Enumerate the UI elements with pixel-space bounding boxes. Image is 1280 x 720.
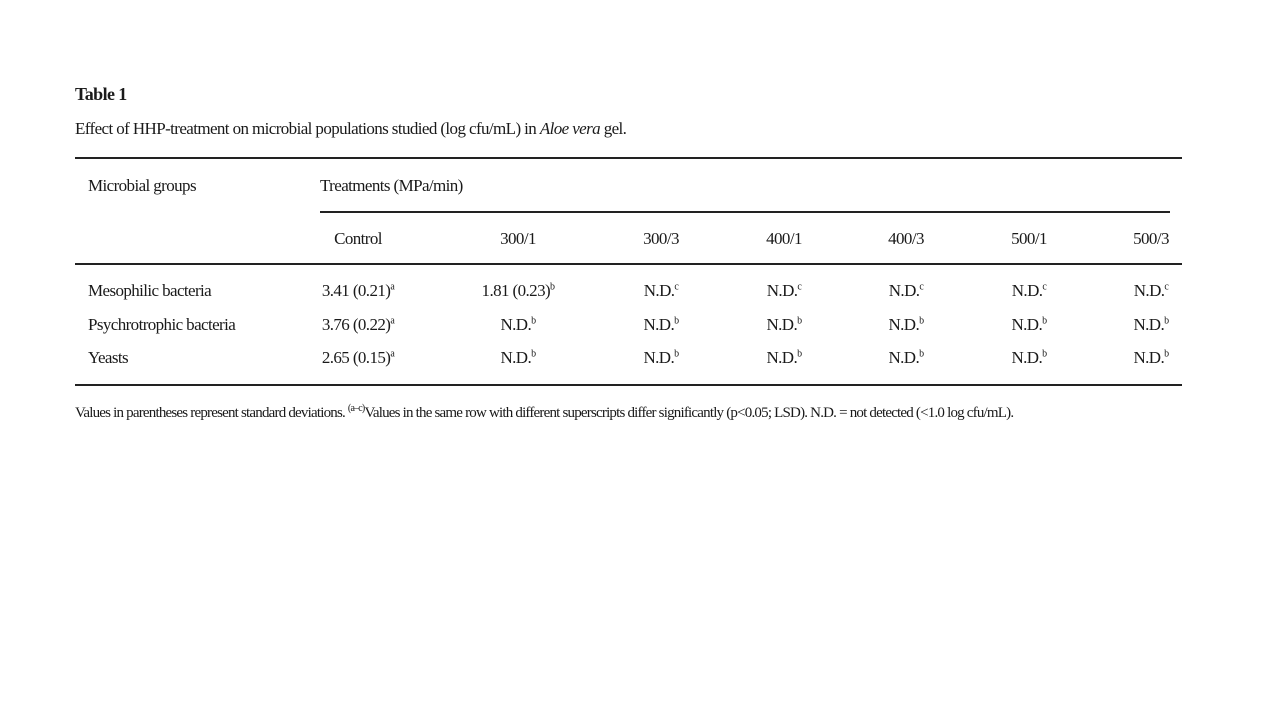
footnote: Values in parentheses represent standard… [75,403,1014,423]
cell-value: N.D. [888,281,920,300]
row-label: Yeasts [88,348,129,367]
cell: N.D.b [766,348,802,368]
header-rule [75,263,1182,265]
cell-sup: a [390,348,395,360]
cell: N.D.c [1134,281,1169,301]
bottom-rule [75,384,1182,386]
cell-sup: b [674,348,679,360]
caption: Effect of HHP-treatment on microbial pop… [75,119,627,139]
cell: 2.65 (0.15)a [321,348,395,368]
cell: N.D.b [1011,315,1047,335]
cell-sup: b [674,315,679,327]
cell: N.D.b [1011,348,1047,368]
cell: N.D.c [889,281,924,301]
cell-value: N.D. [1011,348,1043,367]
cell-value: 3.41 (0.21) [321,281,391,300]
cell-value: N.D. [766,348,798,367]
cell-value: 3.76 (0.22) [321,315,391,334]
cell-value: N.D. [1133,348,1165,367]
cell-value: N.D. [500,348,532,367]
cell: N.D.b [500,348,536,368]
cell-sup: c [797,281,802,293]
caption-text: gel. [600,119,627,138]
cell-sup: a [390,315,395,327]
cell-value: N.D. [643,315,675,334]
footnote-text: Values in parentheses represent standard… [75,405,348,421]
caption-italic: Aloe vera [539,119,601,138]
row-label: Psychrotrophic bacteria [88,315,236,334]
cell-sup: b [1042,348,1047,360]
cell-value: N.D. [888,348,920,367]
cell-value: N.D. [888,315,920,334]
cell-value: N.D. [1133,281,1165,300]
cell-value: N.D. [500,315,532,334]
top-rule [75,157,1182,159]
cell-sup: b [550,281,555,293]
cell-sup: b [1164,348,1169,360]
cell-sup: c [1042,281,1047,293]
cell: N.D.c [1012,281,1047,301]
column-header: 500/1 [1011,229,1047,248]
cell: 1.81 (0.23)b [481,281,556,301]
column-header: 400/3 [888,229,924,248]
cell-sup: b [1164,315,1169,327]
cell-sup: c [674,281,679,293]
column-header: 400/1 [766,229,802,248]
cell-sup: b [531,348,536,360]
cell-value: N.D. [643,281,675,300]
cell-value: N.D. [643,348,675,367]
cell-value: N.D. [766,315,798,334]
group-header: Treatments (MPa/min) [320,176,463,195]
cell-sup: b [1042,315,1047,327]
table-label: Table 1 [75,84,127,104]
cell-value: N.D. [766,281,798,300]
cell-value: N.D. [1011,315,1043,334]
footnote-text: Values in the same row with different su… [364,405,1014,421]
cell: N.D.b [643,315,679,335]
column-header: Control [334,229,382,248]
cell: 3.41 (0.21)a [321,281,395,301]
cell-value: N.D. [1133,315,1165,334]
cell: N.D.b [1133,315,1169,335]
row-header: Microbial groups [88,176,197,195]
group-rule [320,211,1170,213]
cell: 3.76 (0.22)a [321,315,395,335]
cell-value: 2.65 (0.15) [321,348,391,367]
cell: N.D.c [767,281,802,301]
cell: N.D.b [1133,348,1169,368]
footnote-sup: (a–c) [347,403,365,414]
cell: N.D.b [888,315,924,335]
cell: N.D.b [766,315,802,335]
row-label: Mesophilic bacteria [88,281,212,300]
cell-sup: c [919,281,924,293]
column-header: 300/1 [500,229,536,248]
cell-sup: b [797,348,802,360]
cell: N.D.b [643,348,679,368]
cell-sup: b [797,315,802,327]
cell: N.D.b [500,315,536,335]
column-header: 300/3 [643,229,679,248]
caption-text: Effect of HHP-treatment on microbial pop… [75,119,540,138]
cell-sup: a [390,281,395,293]
cell-value: 1.81 (0.23) [481,281,551,300]
column-header: 500/3 [1133,229,1169,248]
cell-value: N.D. [1011,281,1043,300]
cell-sup: b [919,315,924,327]
cell-sup: b [531,315,536,327]
cell: N.D.c [644,281,679,301]
cell-sup: b [919,348,924,360]
cell: N.D.b [888,348,924,368]
cell-sup: c [1164,281,1169,293]
